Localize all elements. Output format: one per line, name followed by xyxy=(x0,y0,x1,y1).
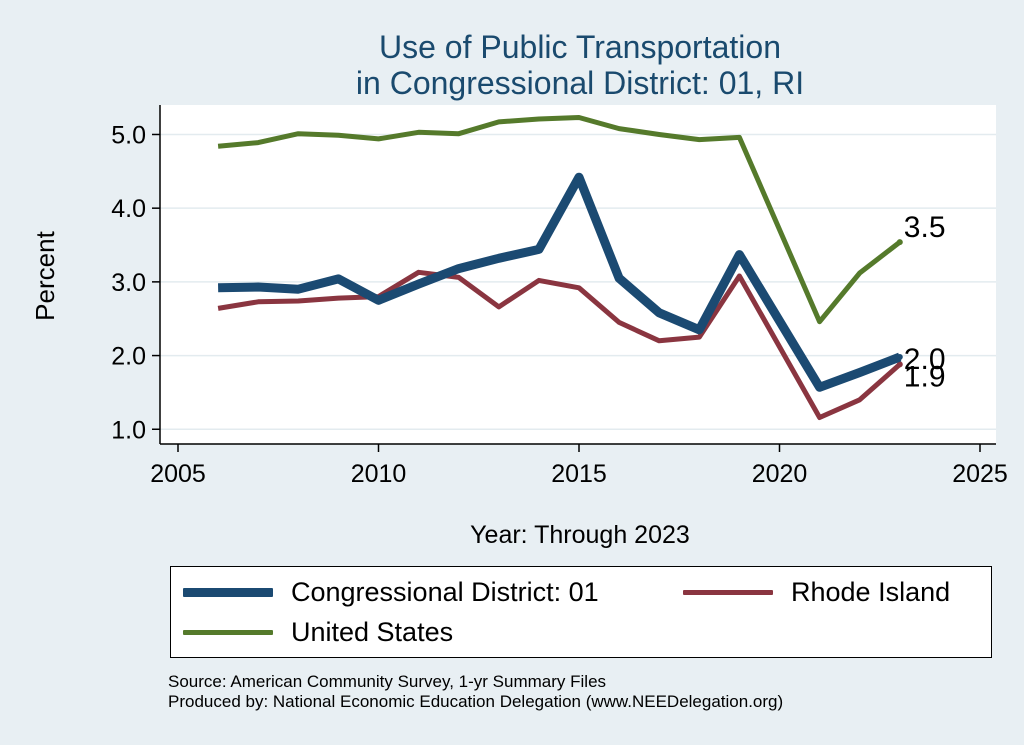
series-line-rhode-island xyxy=(217,269,902,420)
legend-swatch-ri xyxy=(683,590,773,595)
source-line: Source: American Community Survey, 1-yr … xyxy=(168,672,607,691)
y-axis-label: Percent xyxy=(30,230,60,320)
legend: Congressional District: 01 Rhode Island … xyxy=(170,566,992,658)
source-note: Source: American Community Survey, 1-yr … xyxy=(168,672,783,712)
legend-item-united-states: United States xyxy=(183,617,453,648)
x-tick-label: 2010 xyxy=(351,460,407,488)
y-tick-label: 2.0 xyxy=(111,343,146,371)
y-tick-label: 5.0 xyxy=(111,121,146,149)
legend-label-cd: Congressional District: 01 xyxy=(291,577,599,607)
x-tick-label: 2005 xyxy=(150,460,206,488)
end-value-label-congressional-district-01: 2.0 xyxy=(904,343,946,376)
legend-label-us: United States xyxy=(291,617,454,647)
series-line-united-states xyxy=(217,115,902,325)
series-end-point-congressional-district-01 xyxy=(896,354,903,361)
series-line-congressional-district-01 xyxy=(218,172,902,392)
y-tick-label: 3.0 xyxy=(111,269,146,297)
legend-item-rhode-island: Rhode Island xyxy=(683,577,950,608)
end-labels: 2.01.9 3.5 xyxy=(904,211,946,393)
end-value-label-united-states: 3.5 xyxy=(904,211,946,244)
end-value-label-rhode-island: 1.9 xyxy=(904,360,946,393)
x-tick-label: 2020 xyxy=(752,460,808,488)
legend-swatch-cd xyxy=(183,588,273,597)
produced-by-line: Produced by: National Economic Education… xyxy=(168,692,784,711)
series-end-point-rhode-island xyxy=(896,361,903,368)
x-tick-label: 2025 xyxy=(952,460,1008,488)
y-tick-label: 4.0 xyxy=(111,195,146,223)
axes xyxy=(159,105,996,445)
legend-swatch-us xyxy=(183,630,273,635)
chart-title-line-2: in Congressional District: 01, RI xyxy=(355,65,805,101)
chart-title-line-1: Use of Public Transportation xyxy=(379,29,781,65)
y-tick-label: 1.0 xyxy=(111,416,146,444)
legend-label-ri: Rhode Island xyxy=(791,577,951,607)
ticks: 1.0 2.0 3.0 4.0 5.0 2005 2010 2015 2020 2025 xyxy=(111,121,1008,488)
x-axis-label: Year: Through 2023 xyxy=(470,521,690,549)
legend-item-congressional-district: Congressional District: 01 xyxy=(183,577,599,608)
series-end-point-united-states xyxy=(896,239,903,246)
series xyxy=(217,115,903,420)
x-tick-label: 2015 xyxy=(551,460,607,488)
